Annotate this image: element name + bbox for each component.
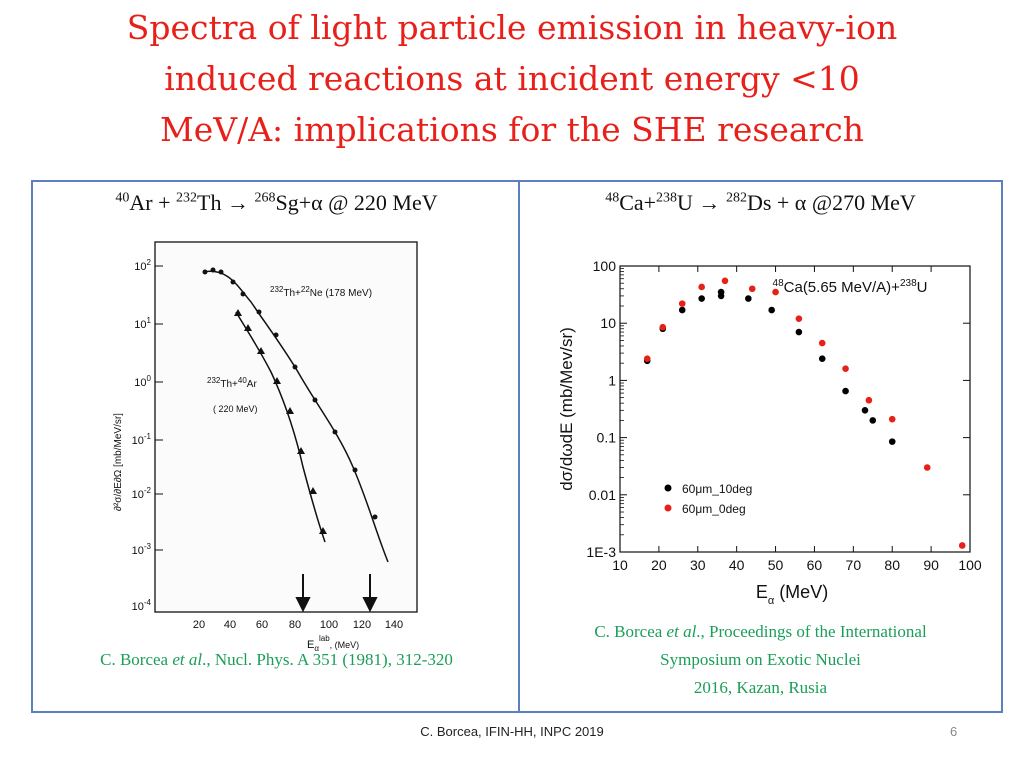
svg-text:( 220 MeV): ( 220 MeV) [213,404,258,414]
chart-legend: 60μm_10deg 60μm_0deg [664,482,752,516]
svg-text:101: 101 [134,316,151,331]
data-point-10deg [888,438,896,445]
svg-text:40: 40 [224,619,236,631]
y-tick-label: 100 [593,258,617,274]
chart-ylabel: dσ/dωdE (mb/Mev/sr) [557,327,576,491]
x-tick-label: 10 [612,557,628,573]
left-panel-reaction-title: 40Ar + 232Th → 268Sg+α @ 220 MeV [115,190,438,215]
data-point-0deg [659,323,667,331]
slide-title: Spectra of light particle emission in he… [40,2,984,155]
left-fig-ylabel: ∂²σ/∂E∂Ω [mb/MeV/sr] [113,413,124,511]
x-tick-label: 90 [923,557,939,573]
chart-xlabel: Eα (MeV) [756,582,828,607]
data-point-10deg [861,407,869,414]
data-point-10deg [768,306,775,314]
data-point-0deg [795,315,803,322]
svg-text:100: 100 [134,374,151,389]
data-point-10deg [745,295,752,302]
data-point-0deg [643,355,651,362]
data-point-0deg [818,339,826,347]
alpha-spectrum-chart: 10 20 30 40 50 60 70 80 90 100 100 10 1 0.1 0.01 1E-3 4… [557,258,982,607]
y-tick-label: 1 [608,372,616,388]
x-tick-label: 40 [729,557,745,573]
svg-text:60: 60 [256,619,268,631]
svg-text:120: 120 [353,619,371,631]
legend-label-0deg: 60μm_0deg [682,502,746,516]
right-panel-reaction-title: 48Ca+238U → 282Ds + α @270 MeV [605,190,916,215]
data-point-0deg [865,396,873,404]
svg-text:80: 80 [289,619,301,631]
data-point-10deg [818,355,826,362]
svg-text:100: 100 [320,619,338,631]
footer-text: C. Borcea, IFIN-HH, INPC 2019 [420,724,604,739]
title-line-2: induced reactions at incident energy <10 [164,59,860,98]
legend-marker-0deg [664,504,672,512]
data-point-0deg [888,415,896,423]
y-tick-label: 10 [600,315,616,331]
data-point-10deg [717,288,725,296]
scanned-spectrum-figure: 102 101 100 10-1 10-2 10-3 10-4 ∂²σ/∂E∂Ω… [113,241,418,653]
x-tick-label: 70 [846,557,862,573]
data-point-10deg [698,295,705,302]
svg-text:20: 20 [193,619,205,631]
y-tick-label: 0.1 [597,430,617,446]
svg-text:232Th+22Ne (178 MeV): 232Th+22Ne (178 MeV) [270,285,372,299]
data-point-0deg [698,283,705,291]
data-point-10deg [842,387,849,395]
x-tick-label: 60 [807,557,823,573]
plot-frame [619,265,971,553]
data-point-0deg [958,542,966,549]
x-tick-label: 80 [884,557,900,573]
data-point-0deg [678,300,686,307]
svg-text:140: 140 [385,619,403,631]
data-point-0deg [923,464,931,471]
x-tick-label: 100 [958,557,982,573]
data-point-0deg [748,285,756,293]
page-number: 6 [950,724,958,739]
data-point-10deg [869,417,877,424]
y-tick-label: 0.01 [589,487,616,503]
svg-text:10-4: 10-4 [132,598,152,613]
title-line-3: MeV/A: implications for the SHE research [159,110,865,149]
svg-text:102: 102 [134,258,151,273]
svg-text:Eαlab, (MeV): Eαlab, (MeV) [307,634,359,653]
data-point-0deg [772,288,779,296]
data-point-10deg [795,328,803,336]
x-tick-label: 50 [768,557,784,573]
right-citation: C. Borcea et al., Proceedings of the Int… [594,622,927,697]
data-point-0deg [721,277,729,285]
curve-ar [235,311,326,543]
svg-text:10-3: 10-3 [132,542,152,557]
chart-annotation: 48Ca(5.65 MeV/A)+238U [773,278,928,296]
x-tick-label: 20 [651,557,667,573]
y-tick-label: 1E-3 [586,544,616,560]
left-citation: C. Borcea et al., Nucl. Phys. A 351 (198… [100,650,453,669]
legend-marker-10deg [664,484,672,492]
svg-text:232Th+40Ar: 232Th+40Ar [207,376,257,390]
left-figure-panel: 40Ar + 232Th → 268Sg+α @ 220 MeV 102 101… [31,180,522,713]
data-point-10deg [678,306,686,314]
data-point-0deg [842,365,849,373]
title-line-1: Spectra of light particle emission in he… [126,8,898,47]
svg-text:10-2: 10-2 [132,486,152,501]
svg-text:10-1: 10-1 [132,432,152,447]
legend-label-10deg: 60μm_10deg [682,482,752,496]
right-figure-panel: 48Ca+238U → 282Ds + α @270 MeV 10 20 30 40 5… [518,180,1003,713]
x-tick-label: 30 [690,557,706,573]
